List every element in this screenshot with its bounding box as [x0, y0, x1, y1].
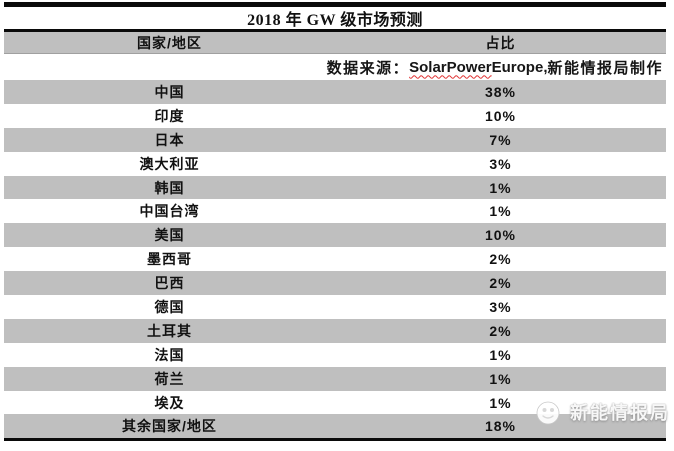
table-title-row: 2018 年 GW 级市场预测	[4, 7, 666, 29]
share-cell: 1%	[489, 346, 512, 363]
share-cell: 2%	[489, 275, 512, 292]
country-cell: 埃及	[154, 394, 185, 411]
table-title: 2018 年 GW 级市场预测	[247, 12, 423, 29]
country-cell: 巴西	[154, 275, 185, 292]
country-cell: 法国	[154, 346, 185, 363]
table-row: 澳大利亚 3%	[4, 151, 666, 176]
country-cell: 澳大利亚	[139, 155, 200, 172]
market-forecast-table: 2018 年 GW 级市场预测 国家/地区 占比 数据来源： SolarPowe…	[4, 2, 666, 442]
share-cell: 3%	[489, 298, 512, 315]
share-cell: 2%	[489, 322, 512, 339]
country-cell: 德国	[154, 298, 185, 315]
source-brand-rest: Europe,	[491, 58, 548, 76]
country-cell: 其余国家/地区	[122, 418, 217, 435]
column-header-country: 国家/地区	[137, 34, 202, 51]
share-cell: 1%	[489, 370, 512, 387]
table-row: 土耳其 2%	[4, 318, 666, 343]
source-brand: SolarPower	[409, 58, 492, 76]
title-divider	[4, 29, 666, 32]
share-cell: 2%	[489, 251, 512, 268]
country-cell: 日本	[154, 131, 185, 148]
source-prefix: 数据来源：	[326, 59, 410, 77]
share-cell: 1%	[489, 179, 512, 196]
table-row: 巴西 2%	[4, 271, 666, 296]
country-cell: 土耳其	[147, 322, 192, 339]
table-row: 法国 1%	[4, 342, 666, 367]
country-cell: 墨西哥	[147, 251, 192, 268]
share-cell: 7%	[489, 131, 512, 148]
table-header-row: 国家/地区 占比	[4, 32, 666, 54]
share-cell: 3%	[489, 155, 512, 172]
table-row: 韩国 1%	[4, 175, 666, 200]
table-row: 荷兰 1%	[4, 366, 666, 391]
table-row: 日本 7%	[4, 127, 666, 152]
table-body: 中国 38% 印度 10% 日本 7% 澳大利亚 3% 韩国 1% 中国台湾 1…	[4, 80, 666, 439]
country-cell: 荷兰	[154, 370, 185, 387]
share-cell: 1%	[489, 394, 512, 411]
table-row: 埃及 1%	[4, 390, 666, 415]
country-cell: 印度	[154, 107, 185, 124]
table-row: 印度 10%	[4, 103, 666, 128]
table-row: 中国台湾 1%	[4, 199, 666, 224]
column-header-share: 占比	[485, 34, 516, 51]
country-cell: 美国	[154, 227, 185, 244]
table-row: 中国 38%	[4, 80, 666, 104]
data-source-row: 数据来源： SolarPower Europe, 新能情报局制作	[4, 54, 666, 80]
country-cell: 中国台湾	[139, 203, 200, 220]
table-bottom-border	[4, 438, 666, 442]
table-row: 德国 3%	[4, 295, 666, 319]
country-cell: 中国	[154, 83, 185, 100]
country-cell: 韩国	[154, 179, 185, 196]
source-suffix: 新能情报局制作	[547, 59, 663, 77]
share-cell: 1%	[489, 203, 512, 220]
share-cell: 10%	[484, 227, 517, 244]
table-row: 墨西哥 2%	[4, 247, 666, 272]
share-cell: 10%	[484, 107, 517, 124]
share-cell: 38%	[484, 83, 517, 100]
table-top-border	[4, 2, 666, 7]
table-row: 其余国家/地区 18%	[4, 414, 666, 439]
table-row: 美国 10%	[4, 223, 666, 248]
share-cell: 18%	[484, 418, 517, 435]
